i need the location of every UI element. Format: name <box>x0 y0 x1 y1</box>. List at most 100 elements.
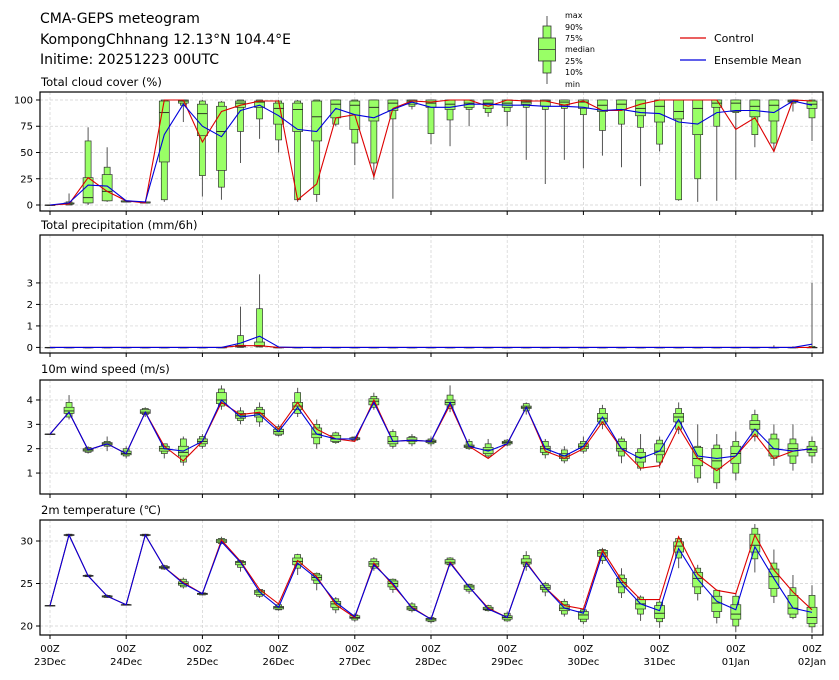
box-13 <box>292 99 303 202</box>
box-35 <box>711 589 723 624</box>
box-23 <box>482 99 494 117</box>
box-33 <box>673 536 685 569</box>
box-6 <box>158 99 170 202</box>
outer-box-p10-p90 <box>808 99 816 119</box>
inner-box-p25-p75 <box>692 99 704 135</box>
inner-box-p25-p75 <box>749 420 761 430</box>
box-2 <box>82 127 94 206</box>
x-tick-label-hour: 00Z <box>193 644 213 655</box>
ensemble-mean-series-line <box>49 533 813 621</box>
inner-box-p25-p75 <box>482 447 494 454</box>
y-tick-label: 2 <box>27 444 33 455</box>
x-tick-label-hour: 00Z <box>40 644 60 655</box>
x-tick-label-hour: 00Z <box>116 644 136 655</box>
inner-box-p25-p75 <box>311 427 323 439</box>
inner-box-p25-p75 <box>787 595 799 615</box>
y-tick-label: 50 <box>20 148 33 159</box>
box-36 <box>730 99 742 180</box>
ensemble-mean-series-line <box>50 335 813 348</box>
box-26 <box>539 99 551 185</box>
box-17 <box>368 99 380 180</box>
station-location: KompongChhnang 12.13°N 104.4°E <box>40 32 291 48</box>
legend-outer-box-bottom <box>542 60 552 74</box>
box-40 <box>806 282 818 349</box>
box-18 <box>387 429 399 449</box>
inner-box-p25-p75 <box>216 105 227 171</box>
y-tick-label: 3 <box>27 278 33 289</box>
legend-label-p25: 25% <box>565 57 583 66</box>
x-tick-label-date: 01Jan <box>722 657 750 668</box>
box-8 <box>197 99 208 197</box>
ensemble-mean-series-line <box>49 399 813 460</box>
inner-box-p25-p75 <box>406 437 418 442</box>
outer-box-p10-p90 <box>256 99 263 120</box>
box-22 <box>463 583 475 594</box>
x-tick-label-date: 26Dec <box>263 657 295 668</box>
y-tick-label: 4 <box>27 395 33 406</box>
inner-box-p25-p75 <box>597 99 608 112</box>
x-tick-label-date: 29Dec <box>491 657 523 668</box>
outer-box-p10-p90 <box>237 99 244 132</box>
legend-control-label: Control <box>714 32 754 45</box>
plot-area <box>44 99 818 206</box>
inner-box-p25-p75 <box>254 341 265 347</box>
legend-mean-label: Ensemble Mean <box>714 54 801 67</box>
y-tick-label: 25 <box>20 174 33 185</box>
panel-title: Total precipitation (mm/6h) <box>40 218 197 232</box>
x-tick-label-date: 23Dec <box>34 657 66 668</box>
inner-box-p25-p75 <box>711 595 723 612</box>
legend-label-max: max <box>565 11 583 20</box>
control-series-line <box>49 99 813 206</box>
outer-box-p10-p90 <box>313 99 321 195</box>
box-14 <box>311 99 323 202</box>
x-tick-label-date: 02Jan <box>798 657 826 668</box>
box-16 <box>349 99 361 166</box>
box-40 <box>806 99 818 141</box>
x-tick-label-hour: 00Z <box>345 644 365 655</box>
outer-box-p10-p90 <box>199 100 206 176</box>
box-3 <box>101 147 113 202</box>
y-tick-label: 100 <box>14 95 33 106</box>
inner-box-p25-p75 <box>444 99 456 110</box>
box-27 <box>558 99 570 160</box>
inner-box-p25-p75 <box>654 605 665 619</box>
inner-box-p25-p75 <box>654 443 665 456</box>
legend-label-p75: 75% <box>565 34 583 43</box>
box-36 <box>730 593 742 632</box>
box-33 <box>673 99 685 201</box>
legend-label-p90: 90% <box>565 23 583 32</box>
box-24 <box>501 438 513 447</box>
x-tick-label-hour: 00Z <box>574 644 594 655</box>
y-tick-label: 75 <box>20 122 33 133</box>
box-9 <box>216 385 227 410</box>
legend-label-p10: 10% <box>565 68 583 77</box>
inner-box-p25-p75 <box>654 99 665 123</box>
y-tick-label: 2 <box>27 300 33 311</box>
box-28 <box>578 608 589 625</box>
inner-box-p25-p75 <box>730 604 742 620</box>
x-tick-label-hour: 00Z <box>269 644 289 655</box>
box-10 <box>235 407 246 425</box>
box-39 <box>787 574 799 620</box>
box-25 <box>520 99 532 160</box>
y-tick-label: 1 <box>27 469 33 480</box>
x-tick-label-date: 27Dec <box>339 657 371 668</box>
box-28 <box>578 99 589 169</box>
outer-box-p10-p90 <box>256 308 263 348</box>
inner-box-p25-p75 <box>673 413 685 423</box>
y-tick-label: 20 <box>20 621 33 632</box>
inner-box-p25-p75 <box>730 445 742 464</box>
y-tick-label: 0 <box>27 201 33 212</box>
y-tick-label: 1 <box>27 321 33 332</box>
box-40 <box>806 436 818 464</box>
box-32 <box>654 600 665 628</box>
box-39 <box>787 424 799 471</box>
box-legend: max 90% 75% median 25% 10% min <box>538 11 595 89</box>
ensemble-mean-series-line <box>49 100 813 206</box>
box-24 <box>501 99 513 127</box>
x-tick-label-hour: 00Z <box>726 644 746 655</box>
plot-area <box>44 274 818 349</box>
inner-box-p25-p75 <box>806 606 818 624</box>
box-31 <box>635 99 646 187</box>
